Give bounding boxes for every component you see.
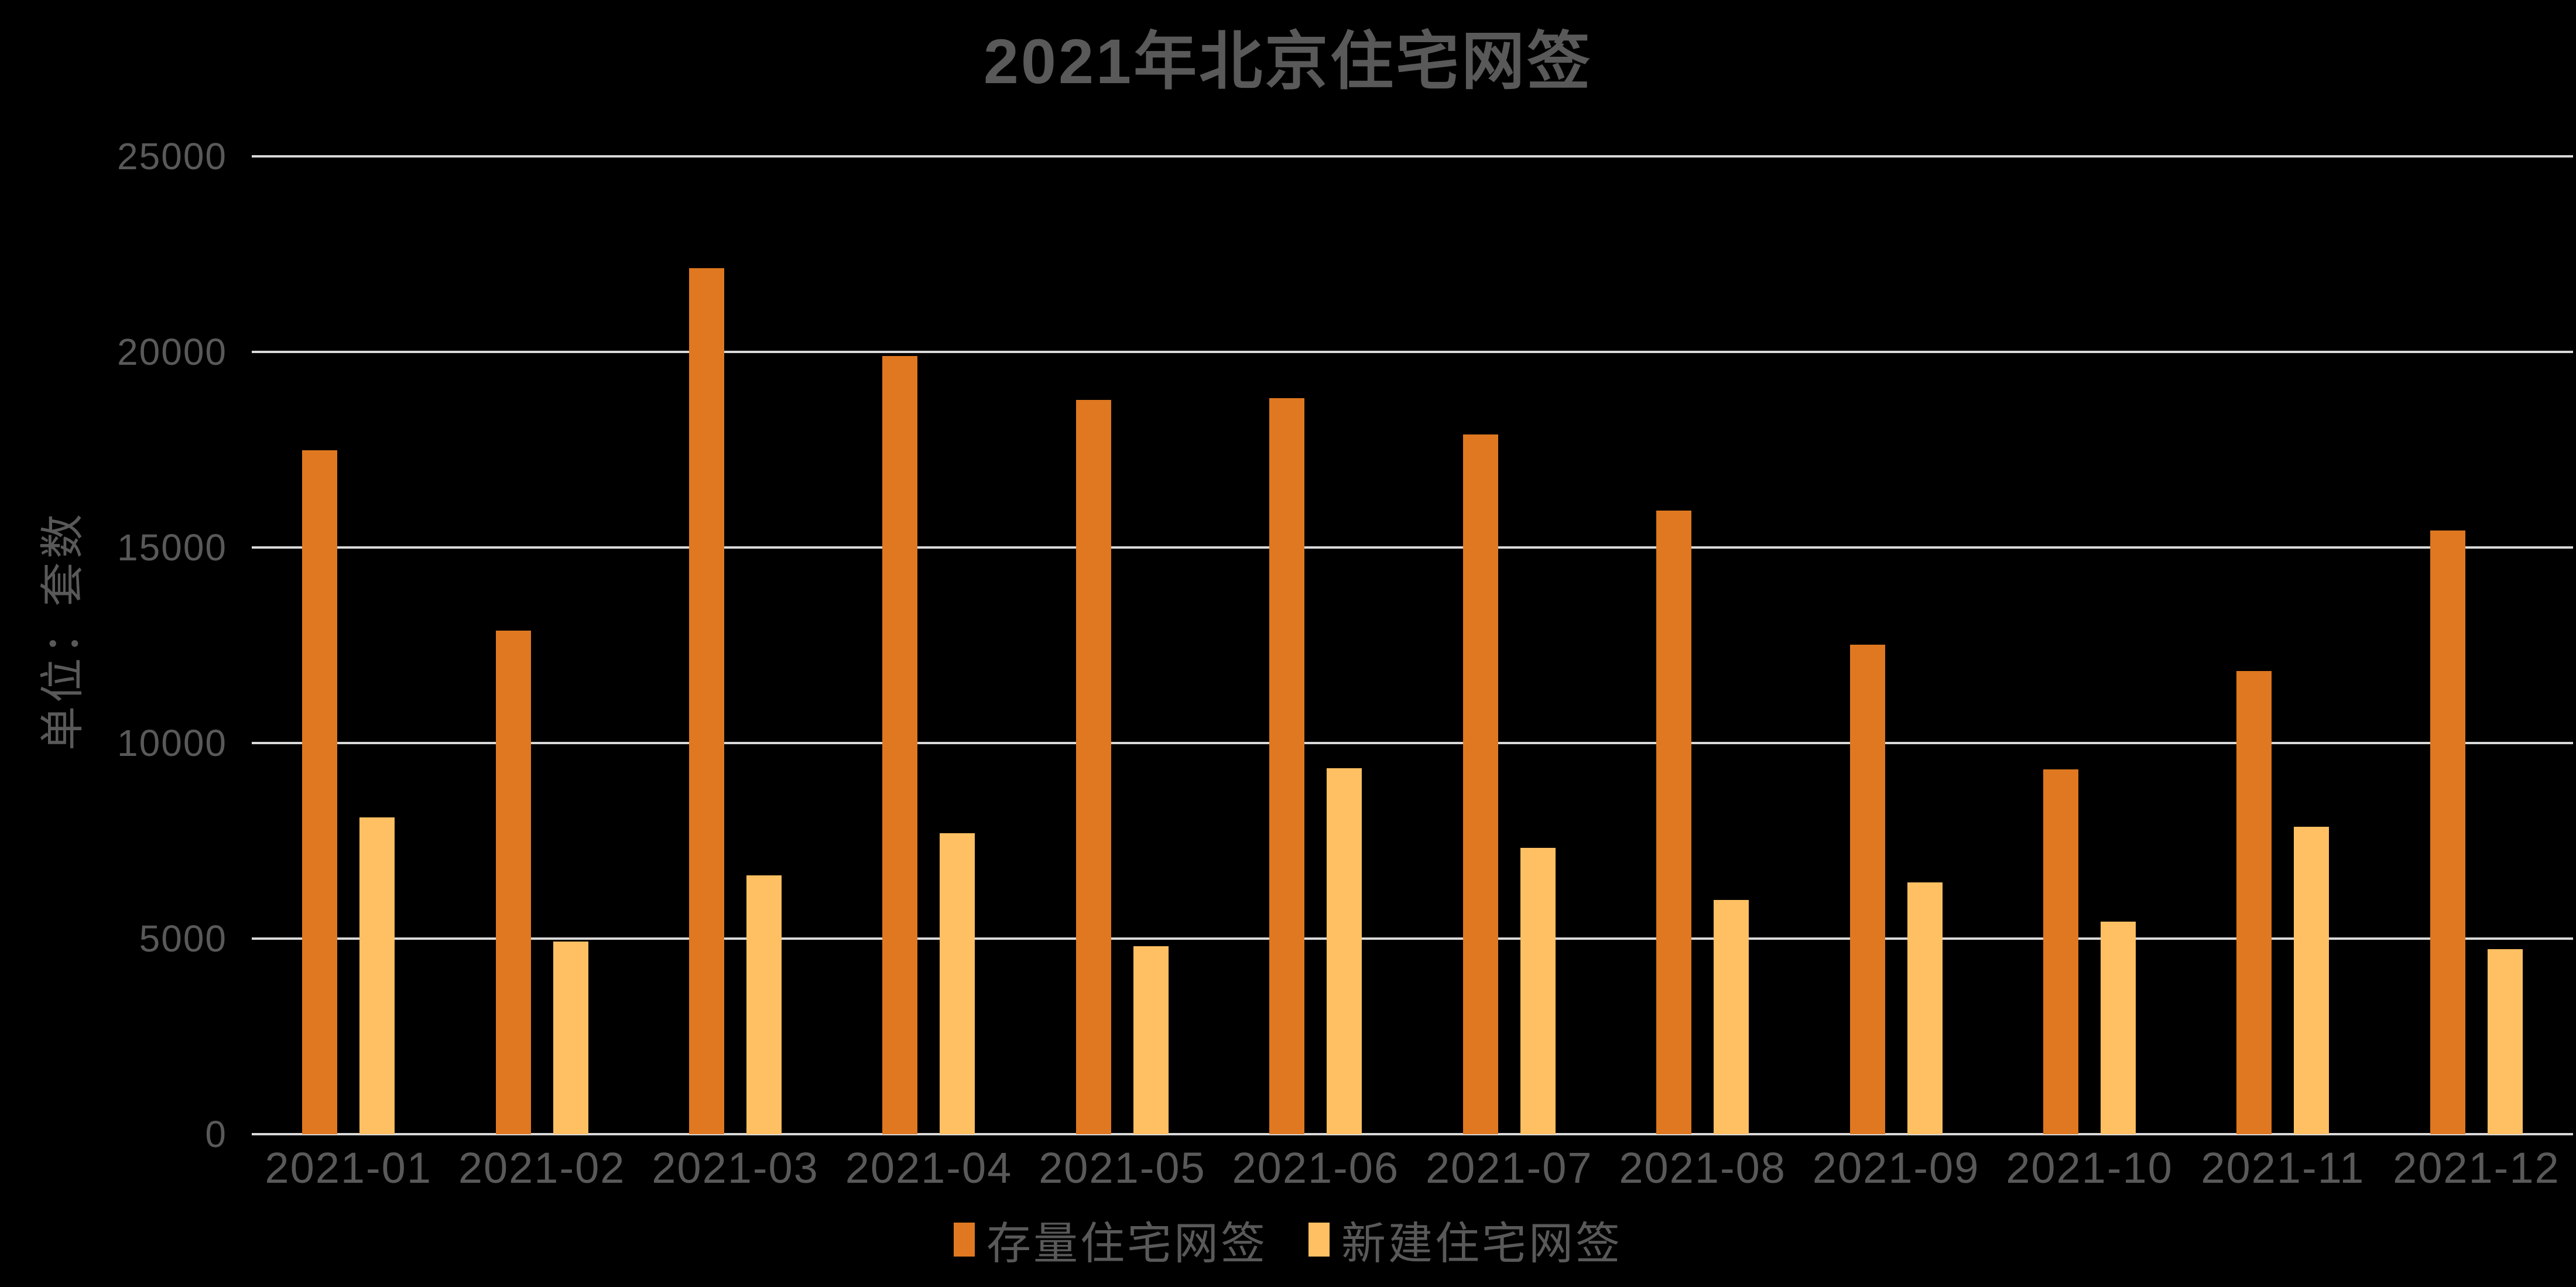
grid-line bbox=[252, 351, 2573, 353]
y-tick-label: 10000 bbox=[117, 722, 227, 764]
x-tick-label: 2021-12 bbox=[2393, 1144, 2560, 1192]
bar-new-housing bbox=[553, 942, 588, 1134]
bar-new-housing bbox=[1520, 848, 1556, 1134]
x-tick-label: 2021-09 bbox=[1812, 1144, 1980, 1192]
x-tick-label: 2021-03 bbox=[652, 1144, 819, 1192]
bar-existing-housing bbox=[1656, 511, 1692, 1134]
bar-group bbox=[1799, 156, 1992, 1134]
bar-group bbox=[1413, 156, 1606, 1134]
x-tick-label: 2021-07 bbox=[1425, 1144, 1593, 1192]
x-tick-label: 2021-02 bbox=[458, 1144, 626, 1192]
bar-group bbox=[2380, 156, 2573, 1134]
y-axis-tick-labels: 0 5000 10000 15000 20000 25000 bbox=[0, 135, 227, 1155]
grid-line bbox=[252, 742, 2573, 744]
bar-existing-housing bbox=[689, 268, 725, 1134]
y-tick-label: 20000 bbox=[117, 331, 227, 373]
bar-new-housing bbox=[2487, 949, 2523, 1134]
grid-line bbox=[252, 546, 2573, 549]
bar-group bbox=[832, 156, 1025, 1134]
bar-new-housing bbox=[1907, 882, 1943, 1134]
x-tick-label: 2021-06 bbox=[1232, 1144, 1400, 1192]
bar-new-housing bbox=[1327, 768, 1362, 1134]
grid-line bbox=[252, 937, 2573, 940]
bar-existing-housing bbox=[1462, 434, 1498, 1134]
bar-new-housing bbox=[2294, 826, 2330, 1134]
chart-title: 2021年北京住宅网签 bbox=[983, 26, 1593, 97]
bar-group bbox=[639, 156, 832, 1134]
x-tick-label: 2021-10 bbox=[2006, 1144, 2173, 1192]
bar-existing-housing bbox=[1269, 398, 1305, 1134]
bar-group bbox=[1026, 156, 1219, 1134]
legend-label: 新建住宅网签 bbox=[1341, 1219, 1622, 1269]
y-tick-label: 5000 bbox=[139, 918, 227, 960]
y-tick-label: 0 bbox=[205, 1113, 227, 1155]
bar-new-housing bbox=[746, 875, 782, 1134]
bar-existing-housing bbox=[302, 450, 338, 1134]
legend-swatch bbox=[954, 1223, 975, 1257]
legend-item-existing-housing: 存量住宅网签 bbox=[954, 1207, 1268, 1272]
bar-group bbox=[445, 156, 638, 1134]
x-tick-label: 2021-11 bbox=[2201, 1144, 2365, 1192]
y-tick-label: 15000 bbox=[117, 526, 227, 569]
bar-group bbox=[1993, 156, 2186, 1134]
y-tick-label: 25000 bbox=[117, 135, 227, 177]
legend-label: 存量住宅网签 bbox=[986, 1219, 1268, 1269]
bar-existing-housing bbox=[2430, 530, 2465, 1134]
bar-series-container bbox=[252, 156, 2573, 1134]
x-tick-label: 2021-04 bbox=[845, 1144, 1013, 1192]
bar-existing-housing bbox=[495, 631, 531, 1134]
grid-line bbox=[252, 155, 2573, 158]
bar-new-housing bbox=[2101, 922, 2136, 1134]
bar-new-housing bbox=[1133, 946, 1169, 1134]
x-tick-label: 2021-05 bbox=[1039, 1144, 1206, 1192]
bar-group bbox=[2186, 156, 2379, 1134]
bar-existing-housing bbox=[882, 356, 918, 1134]
bar-existing-housing bbox=[1075, 400, 1111, 1134]
bar-new-housing bbox=[359, 817, 395, 1134]
x-tick-label: 2021-01 bbox=[265, 1144, 432, 1192]
bar-new-housing bbox=[940, 833, 975, 1134]
bar-existing-housing bbox=[2043, 769, 2078, 1134]
x-axis-tick-labels: 2021-01 2021-02 2021-03 2021-04 2021-05 2021-… bbox=[252, 1143, 2573, 1193]
legend: 存量住宅网签 新建住宅网签 bbox=[0, 1207, 2576, 1272]
legend-swatch bbox=[1308, 1223, 1330, 1257]
bar-existing-housing bbox=[1849, 645, 1885, 1134]
bar-group bbox=[252, 156, 445, 1134]
bar-existing-housing bbox=[2236, 671, 2272, 1134]
bar-group bbox=[1219, 156, 1412, 1134]
legend-item-new-housing: 新建住宅网签 bbox=[1308, 1207, 1622, 1272]
bar-new-housing bbox=[1714, 899, 1749, 1134]
x-tick-label: 2021-08 bbox=[1619, 1144, 1786, 1192]
grid-line bbox=[252, 1133, 2573, 1135]
plot-area bbox=[252, 155, 2573, 1135]
bar-group bbox=[1606, 156, 1799, 1134]
